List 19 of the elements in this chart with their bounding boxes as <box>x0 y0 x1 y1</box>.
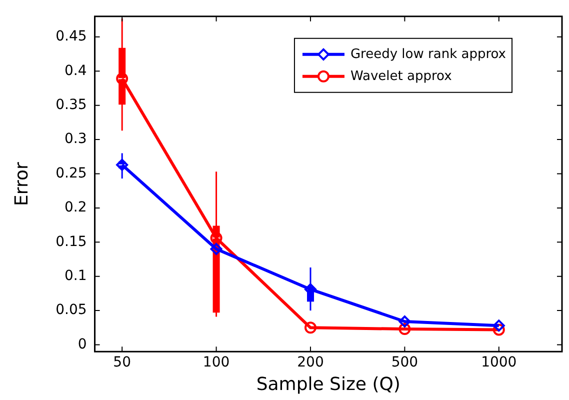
y-tick-label: 0.15 <box>56 234 87 250</box>
legend-label: Wavelet approx <box>350 68 452 84</box>
y-tick-label: 0.05 <box>56 302 87 318</box>
x-axis-title: Sample Size (Q) <box>256 374 400 395</box>
y-tick-label: 0.2 <box>64 200 87 216</box>
y-tick-label: 0 <box>78 336 87 352</box>
y-tick-label: 0.45 <box>56 28 87 45</box>
y-tick-label: 0.4 <box>64 62 87 79</box>
x-tick-label: 100 <box>202 354 230 371</box>
x-tick-label: 200 <box>297 354 324 371</box>
x-tick-label: 500 <box>391 354 418 371</box>
x-tick-label: 1000 <box>481 354 517 371</box>
y-tick-label: 0.1 <box>64 268 87 284</box>
legend-label: Greedy low rank approx <box>350 46 506 62</box>
x-tick-label: 50 <box>113 354 132 371</box>
y-tick-label: 0.35 <box>56 96 87 113</box>
y-tick-label: 0.25 <box>56 165 87 182</box>
y-tick-label: 0.3 <box>64 131 87 148</box>
y-axis-title: Error <box>11 161 32 206</box>
